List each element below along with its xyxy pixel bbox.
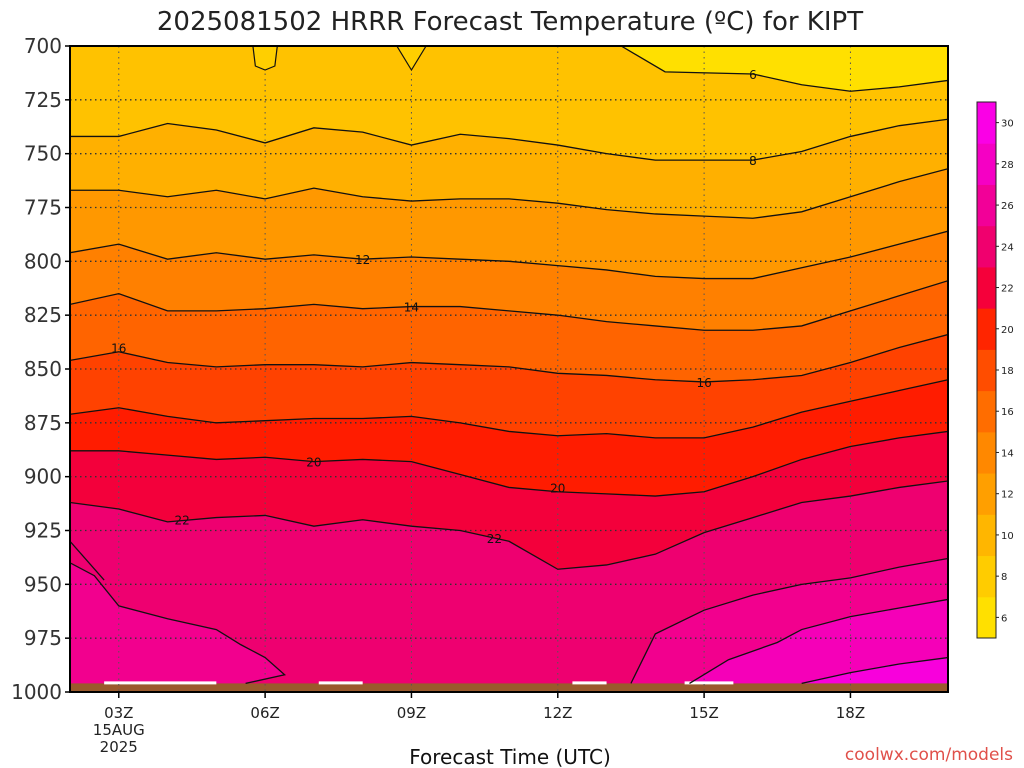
y-tick-label: 850 <box>24 357 62 381</box>
colorbar-tick-label: 26 <box>1001 201 1014 212</box>
colorbar-tick-label: 12 <box>1001 490 1014 501</box>
colorbar-swatch <box>977 308 996 350</box>
contour-line-12 <box>70 230 948 280</box>
colorbar-swatch <box>977 390 996 433</box>
surface-gap-2 <box>572 681 607 685</box>
chart-title: 2025081502 HRRR Forecast Temperature (ºC… <box>157 7 863 37</box>
colorbar-swatch <box>977 473 996 515</box>
contour-label: 20 <box>306 456 321 470</box>
y-tick-label: 725 <box>24 88 62 112</box>
contour-line-10 <box>70 168 948 219</box>
surface-gap-1 <box>318 681 363 685</box>
colorbar-swatch <box>977 266 996 309</box>
contour-pocket-09z <box>396 46 427 72</box>
contour-line-20 <box>70 430 948 497</box>
y-tick-label: 700 <box>24 34 62 58</box>
contour-line-24 <box>630 557 948 684</box>
band-24-left <box>70 562 285 692</box>
contour-lines <box>70 46 948 685</box>
colorbar-swatch <box>977 431 996 474</box>
x-tick-label: 06Z <box>250 704 279 722</box>
surface-gap-0 <box>104 681 217 685</box>
contour-line-8 <box>70 118 948 161</box>
y-tick-label: 900 <box>24 465 62 489</box>
contour-label: 12 <box>355 253 370 267</box>
y-tick-label: 875 <box>24 411 62 435</box>
colorbar-swatch <box>977 225 996 268</box>
y-tick-label: 1000 <box>11 680 62 704</box>
plot-overlay: 6 8 12 14 16 20 22 16 20 22 <box>70 45 948 692</box>
x-tick-label: 18Z <box>836 704 865 722</box>
x-tick-label: 09Z <box>397 704 426 722</box>
colorbar-swatch <box>977 102 996 144</box>
colorbar-tick-label: 24 <box>1001 242 1014 253</box>
y-tick-label: 925 <box>24 519 62 543</box>
x-tick-label: 12Z <box>543 704 572 722</box>
colorbar-tick-label: 30 <box>1001 119 1014 130</box>
colorbar-tick-label: 6 <box>1001 613 1007 624</box>
colorbar-tick-label: 18 <box>1001 366 1014 377</box>
colorbar-swatch <box>977 184 996 227</box>
colorbar-swatch <box>977 596 996 639</box>
band-6 <box>621 46 948 92</box>
axes: 700 725 750 775 800 825 850 875 900 925 950 975 1000… <box>11 34 949 756</box>
x-tick-label: 03Z <box>104 704 133 722</box>
colorbar-swatch <box>977 514 996 557</box>
colorbar-swatch <box>977 349 996 392</box>
contour-label: 16 <box>696 376 711 390</box>
contour-label: 16 <box>111 341 126 355</box>
x-tick-label: 15AUG <box>93 721 145 739</box>
x-tick-label: 15Z <box>689 704 718 722</box>
contour-pocket-06z <box>252 46 278 71</box>
contour-line-18 <box>70 379 948 439</box>
colorbar: 6 8 10 12 14 16 18 20 22 24 26 28 30 <box>976 101 1014 639</box>
colorbar-tick-label: 10 <box>1001 531 1014 542</box>
contour-line-16 <box>70 333 948 383</box>
colorbar-tick-label: 22 <box>1001 284 1014 295</box>
colorbar-tick-label: 28 <box>1001 160 1014 171</box>
colorbar-tick-label: 14 <box>1001 448 1014 459</box>
contour-label: 8 <box>749 154 757 168</box>
credit-text[interactable]: coolwx.com/models <box>845 745 1013 765</box>
contour-label: 22 <box>487 532 502 546</box>
x-tick-label: 2025 <box>100 738 138 756</box>
contour-line-edge <box>70 540 105 581</box>
y-tick-label: 750 <box>24 142 62 166</box>
contour-line-22 <box>70 480 948 570</box>
y-tick-label: 975 <box>24 626 62 650</box>
y-tick-label: 950 <box>24 572 62 596</box>
contour-line-28 <box>801 656 948 685</box>
y-tick-label: 775 <box>24 196 62 220</box>
y-tick-label: 800 <box>24 249 62 273</box>
contour-line-6 <box>620 46 948 92</box>
colorbar-swatch <box>977 555 996 598</box>
surface-strip <box>70 683 948 692</box>
contour-label: 20 <box>550 481 565 495</box>
colorbar-tick-label: 20 <box>1001 325 1014 336</box>
colorbar-tick-label: 16 <box>1001 407 1014 418</box>
contour-line-26 <box>689 598 948 684</box>
colorbar-tick-label: 8 <box>1001 572 1007 583</box>
x-axis-label: Forecast Time (UTC) <box>409 745 611 768</box>
contour-label: 6 <box>749 68 757 82</box>
contour-line-14 <box>70 280 948 331</box>
contour-label: 14 <box>404 301 419 315</box>
contour-line-24 <box>70 562 287 685</box>
contour-label: 22 <box>175 514 190 528</box>
surface-gap-3 <box>684 681 734 685</box>
colorbar-swatch <box>977 143 996 185</box>
y-tick-label: 825 <box>24 303 62 327</box>
